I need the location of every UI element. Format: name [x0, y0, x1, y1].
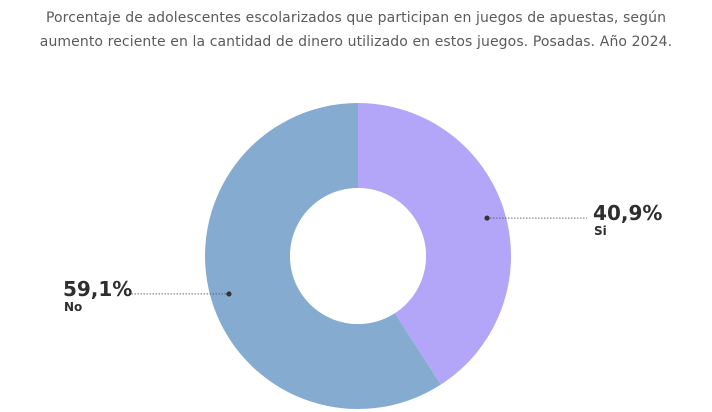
- data-label-value-si: 40,9%: [593, 201, 662, 225]
- donut-hole: [290, 188, 426, 324]
- data-label-category-si: Si: [594, 224, 607, 238]
- donut-slice-no: [205, 103, 441, 409]
- chart-subtitle: Porcentaje de adolescentes escolarizados…: [0, 6, 712, 54]
- donut-slice-si: [358, 103, 512, 385]
- subtitle-line-2: aumento reciente en la cantidad de diner…: [39, 34, 673, 50]
- data-label-value-no: 59,1%: [63, 277, 132, 301]
- data-label-category-no: No: [64, 300, 82, 314]
- subtitle-line-1: Porcentaje de adolescentes escolarizados…: [45, 10, 667, 26]
- leader-dot-no: [226, 291, 232, 297]
- leader-dot-si: [484, 215, 490, 221]
